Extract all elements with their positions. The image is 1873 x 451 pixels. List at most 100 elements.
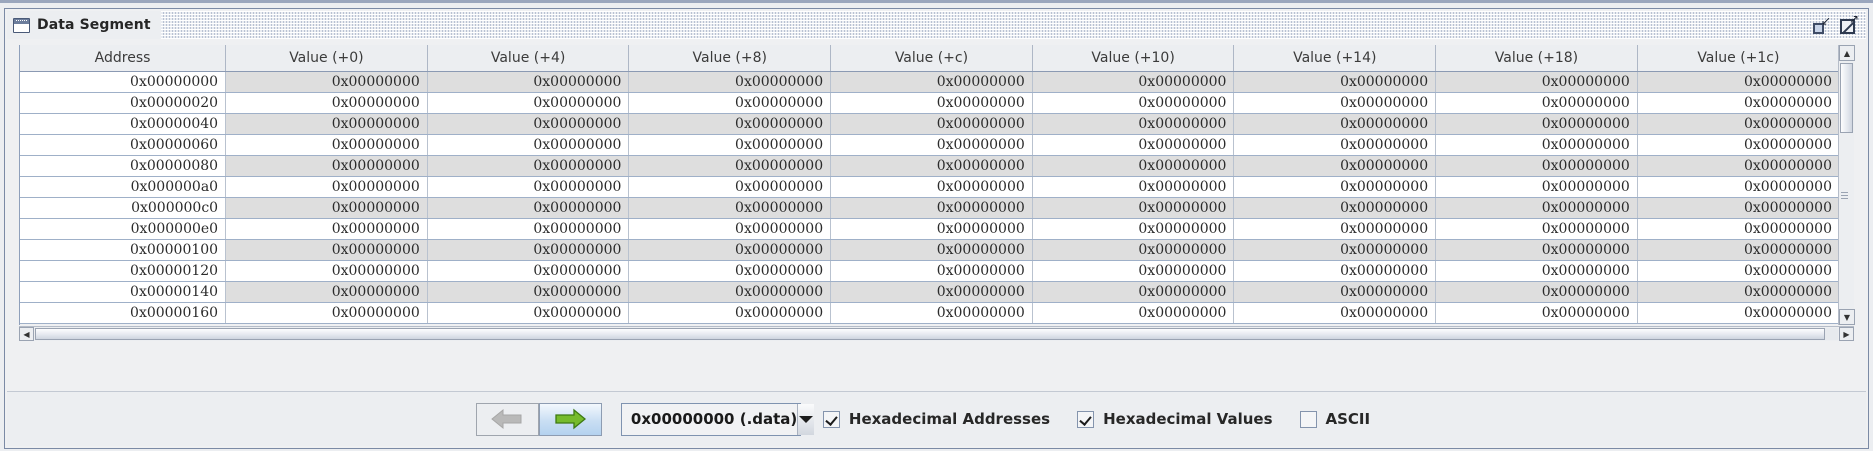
cell-value[interactable]: 0x00000000 [1637,113,1838,135]
cell-value[interactable]: 0x00000000 [1032,113,1235,135]
cell-value[interactable]: 0x00000000 [1435,71,1638,93]
cell-value[interactable]: 0x00000000 [830,281,1033,303]
cell-value[interactable]: 0x00000000 [427,239,630,261]
cell-value[interactable]: 0x00000000 [1233,260,1437,282]
cell-value[interactable]: 0x00000000 [628,71,832,93]
cell-value[interactable]: 0x00000000 [830,92,1033,114]
vertical-scrollbar[interactable]: ▲ ▼ [1838,45,1855,325]
cell-value[interactable]: 0x00000000 [1032,155,1235,177]
next-page-button[interactable] [538,402,602,436]
cell-value[interactable]: 0x00000000 [1435,302,1638,324]
cell-value[interactable]: 0x00000000 [628,260,832,282]
cell-value[interactable]: 0x00000000 [1233,113,1437,135]
scroll-left-icon[interactable]: ◀ [19,327,34,341]
cell-value[interactable]: 0x00000000 [1032,302,1235,324]
cell-value[interactable]: 0x00000000 [1233,176,1437,198]
cell-value[interactable]: 0x00000000 [1233,302,1437,324]
column-header-value-4[interactable]: Value (+4) [427,45,630,72]
ascii-checkbox-icon[interactable] [1299,410,1317,428]
cell-value[interactable]: 0x00000000 [830,176,1033,198]
restore-icon[interactable]: ↙ [1813,15,1831,34]
checkbox-hexadecimal-addresses[interactable]: Hexadecimal Addresses [822,410,1050,428]
cell-value[interactable]: 0x00000000 [1032,176,1235,198]
table-row[interactable]: 0x00000160 0x00000000 0x00000000 0x00000000… [20,302,1838,324]
cell-value[interactable]: 0x00000000 [225,197,428,219]
column-header-value-8[interactable]: Value (+8) [628,45,832,72]
cell-value[interactable]: 0x00000000 [1233,134,1437,156]
cell-value[interactable]: 0x00000000 [1435,176,1638,198]
cell-value[interactable]: 0x00000000 [1032,260,1235,282]
cell-value[interactable]: 0x00000000 [427,71,630,93]
cell-value[interactable]: 0x00000000 [628,302,832,324]
cell-value[interactable]: 0x00000000 [830,239,1033,261]
scroll-right-icon[interactable]: ▶ [1839,327,1854,341]
cell-value[interactable]: 0x00000000 [628,155,832,177]
cell-value[interactable]: 0x00000000 [1233,197,1437,219]
cell-value[interactable]: 0x00000000 [1233,71,1437,93]
cell-value[interactable]: 0x00000000 [225,260,428,282]
cell-value[interactable]: 0x00000000 [225,218,428,240]
cell-value[interactable]: 0x00000000 [830,71,1033,93]
cell-value[interactable]: 0x00000000 [628,197,832,219]
cell-value[interactable]: 0x00000000 [225,281,428,303]
table-row[interactable]: 0x00000060 0x00000000 0x00000000 0x00000000… [20,134,1838,156]
cell-value[interactable]: 0x00000000 [1233,239,1437,261]
cell-value[interactable]: 0x00000000 [427,113,630,135]
cell-value[interactable]: 0x00000000 [427,134,630,156]
cell-value[interactable]: 0x00000000 [1637,176,1838,198]
cell-value[interactable]: 0x00000000 [628,218,832,240]
vertical-scroll-thumb[interactable] [1840,63,1853,133]
cell-value[interactable]: 0x00000000 [1032,197,1235,219]
table-row[interactable]: 0x00000120 0x00000000 0x00000000 0x00000000… [20,260,1838,282]
cell-value[interactable]: 0x00000000 [225,134,428,156]
cell-value[interactable]: 0x00000000 [225,176,428,198]
table-row[interactable]: 0x00000080 0x00000000 0x00000000 0x00000000… [20,155,1838,177]
cell-value[interactable]: 0x00000000 [427,218,630,240]
cell-value[interactable]: 0x00000000 [1233,92,1437,114]
horizontal-scroll-track[interactable] [35,328,1838,340]
cell-value[interactable]: 0x00000000 [1435,134,1638,156]
cell-value[interactable]: 0x00000000 [225,155,428,177]
cell-value[interactable]: 0x00000000 [1435,197,1638,219]
cell-value[interactable]: 0x00000000 [225,71,428,93]
cell-value[interactable]: 0x00000000 [1637,134,1838,156]
cell-value[interactable]: 0x00000000 [1032,218,1235,240]
table-row[interactable]: 0x00000020 0x00000000 0x00000000 0x00000000… [20,92,1838,114]
cell-value[interactable]: 0x00000000 [1233,281,1437,303]
cell-value[interactable]: 0x00000000 [1032,71,1235,93]
hexadecimal-addresses-checkbox-icon[interactable] [822,410,840,428]
cell-value[interactable]: 0x00000000 [427,281,630,303]
cell-value[interactable]: 0x00000000 [427,176,630,198]
cell-value[interactable]: 0x00000000 [1435,281,1638,303]
hexadecimal-values-checkbox-icon[interactable] [1077,410,1095,428]
cell-value[interactable]: 0x00000000 [1032,281,1235,303]
cell-value[interactable]: 0x00000000 [225,239,428,261]
column-header-value-c[interactable]: Value (+c) [830,45,1033,72]
cell-value[interactable]: 0x00000000 [1637,197,1838,219]
table-row[interactable]: 0x00000000 0x00000000 0x00000000 0x00000000… [20,71,1838,93]
cell-value[interactable]: 0x00000000 [1032,134,1235,156]
cell-value[interactable]: 0x00000000 [628,113,832,135]
cell-value[interactable]: 0x00000000 [225,302,428,324]
cell-value[interactable]: 0x00000000 [427,197,630,219]
cell-value[interactable]: 0x00000000 [830,218,1033,240]
table-row[interactable]: 0x000000e0 0x00000000 0x00000000 0x00000000… [20,218,1838,240]
column-header-value-0[interactable]: Value (+0) [225,45,428,72]
cell-value[interactable]: 0x00000000 [1637,260,1838,282]
table-row[interactable]: 0x000000a0 0x00000000 0x00000000 0x00000000… [20,176,1838,198]
table-row[interactable]: 0x00000140 0x00000000 0x00000000 0x00000000… [20,281,1838,303]
cell-value[interactable]: 0x00000000 [1435,260,1638,282]
cell-value[interactable]: 0x00000000 [427,302,630,324]
cell-value[interactable]: 0x00000000 [830,260,1033,282]
cell-value[interactable]: 0x00000000 [225,92,428,114]
checkbox-ascii[interactable]: ASCII [1299,410,1370,428]
cell-value[interactable]: 0x00000000 [1637,155,1838,177]
cell-value[interactable]: 0x00000000 [1233,218,1437,240]
column-header-address[interactable]: Address [20,45,227,72]
table-row[interactable]: 0x00000100 0x00000000 0x00000000 0x00000000… [20,239,1838,261]
chevron-down-icon[interactable] [797,403,815,435]
cell-value[interactable]: 0x00000000 [1637,239,1838,261]
cell-value[interactable]: 0x00000000 [628,176,832,198]
column-header-value-18[interactable]: Value (+18) [1435,45,1638,72]
cell-value[interactable]: 0x00000000 [830,134,1033,156]
